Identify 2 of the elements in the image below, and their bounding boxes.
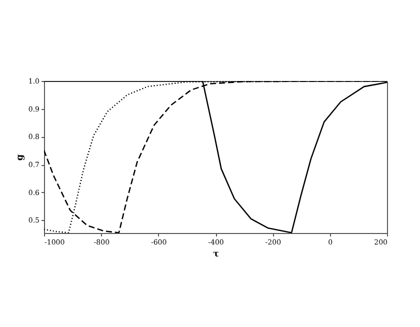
y-axis-title: g xyxy=(15,154,26,161)
x-axis-title: τ xyxy=(212,250,220,260)
